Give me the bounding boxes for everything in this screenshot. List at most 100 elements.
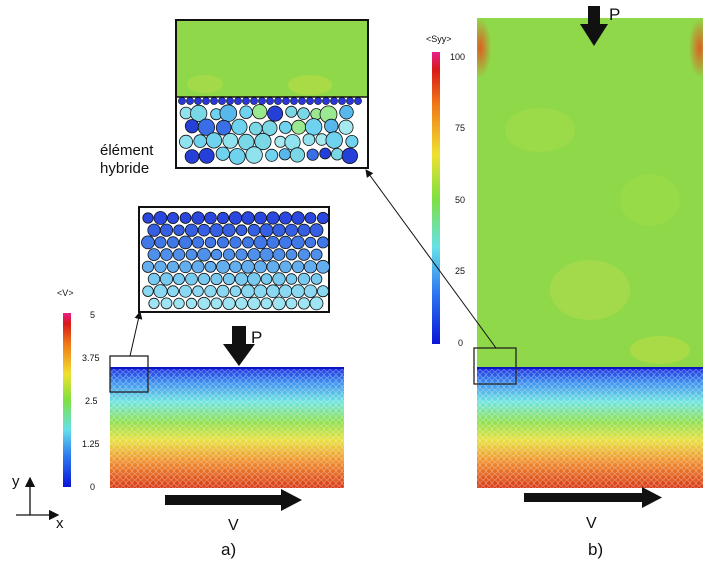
particle (260, 273, 273, 285)
panel-b: <Syy> 100 75 50 25 0 P V b) (426, 5, 703, 559)
colorbar-b-tick-2: 50 (455, 195, 465, 205)
particle (147, 223, 161, 237)
corner-hot-right (681, 18, 703, 78)
particle (229, 236, 242, 249)
particle (253, 284, 268, 299)
particle (291, 284, 305, 299)
particle (216, 259, 230, 274)
particle (160, 248, 173, 261)
annotation-line-1: élément (100, 142, 154, 159)
particle (265, 148, 279, 162)
boundary-particle (298, 97, 306, 105)
particle (222, 132, 239, 149)
boundary-particle (202, 97, 210, 105)
leader-line-b (365, 169, 497, 349)
force-label-a: P (251, 328, 262, 347)
particle (185, 248, 198, 261)
particle (229, 148, 246, 165)
particle (302, 133, 316, 147)
corner-hot-left (477, 18, 499, 78)
particle (297, 297, 311, 310)
boundary-particle (194, 97, 202, 105)
force-arrow-a (223, 326, 255, 366)
caption-a: a) (221, 540, 236, 559)
particle (331, 147, 344, 161)
particle (222, 248, 236, 261)
particle (285, 297, 298, 310)
particle (173, 224, 185, 236)
particle (291, 119, 307, 135)
particle (272, 248, 286, 261)
annotation-line-2: hybride (100, 160, 149, 177)
particle (210, 248, 223, 261)
particle (260, 297, 273, 310)
colorbar-a-title: <V> (57, 288, 74, 298)
colorbar-b (432, 52, 440, 344)
particle (191, 211, 205, 225)
particle (325, 131, 343, 149)
particle (210, 297, 223, 310)
particle (210, 272, 223, 286)
particle (316, 285, 329, 298)
particle (142, 212, 154, 224)
particle (341, 147, 359, 165)
particle (316, 236, 329, 249)
particle (148, 297, 160, 309)
particle (306, 148, 319, 161)
particle (219, 104, 238, 122)
particle (179, 260, 192, 274)
particle (172, 248, 186, 261)
particle (178, 235, 193, 250)
boundary-particle (330, 97, 338, 105)
particle (173, 297, 185, 310)
particle (304, 212, 317, 224)
colorbar-b-tick-1: 75 (455, 123, 465, 133)
particle (239, 105, 253, 119)
particle (222, 296, 236, 310)
boundary-particle (242, 97, 250, 105)
particle (278, 211, 292, 225)
stress-field (477, 18, 703, 368)
particle (185, 297, 198, 309)
boundary-particle (282, 97, 290, 105)
particle (266, 284, 280, 299)
particle (304, 118, 323, 136)
particle (154, 236, 167, 249)
particle (209, 223, 224, 238)
particle (253, 235, 268, 250)
boundary-particle (314, 97, 322, 105)
particle (178, 134, 193, 149)
particle (253, 260, 267, 274)
boundary-particle (186, 97, 194, 105)
particle (172, 272, 185, 285)
particle (190, 104, 208, 123)
particle (192, 285, 204, 298)
boundary-particle (306, 97, 314, 105)
particle (216, 211, 230, 225)
particle (184, 119, 200, 134)
particle (279, 260, 292, 274)
particle (272, 223, 286, 237)
particle (309, 296, 324, 311)
colorbar-a-tick-1: 3.75 (82, 353, 100, 363)
particle (319, 147, 332, 160)
boundary-particle (346, 97, 354, 105)
particle (267, 105, 284, 122)
boundary-particle (274, 97, 282, 105)
particle (278, 284, 293, 299)
particle (303, 260, 318, 274)
particle (142, 285, 154, 297)
force-arrow-b (580, 6, 608, 46)
boundary-particle (338, 97, 346, 105)
colorbar-a-tick-2: 2.5 (85, 396, 98, 406)
particle (284, 223, 298, 237)
particle (304, 236, 317, 249)
particle (228, 211, 243, 225)
boundary-particle (266, 97, 274, 105)
particle (274, 135, 287, 148)
particle (278, 235, 293, 249)
particle (272, 296, 286, 311)
particle (141, 260, 155, 273)
particle (235, 224, 248, 237)
